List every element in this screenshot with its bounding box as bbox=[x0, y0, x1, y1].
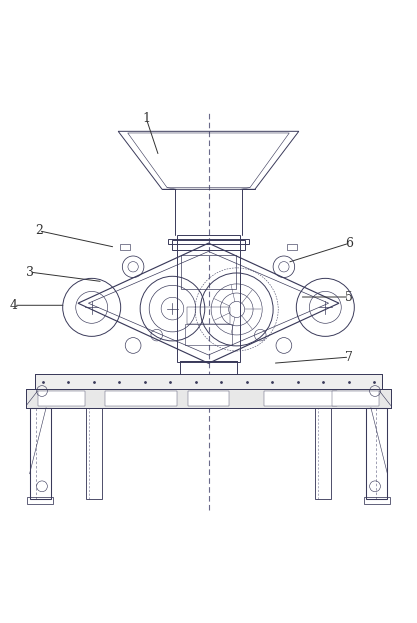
Bar bbox=[35, 374, 382, 389]
Bar bbox=[185, 324, 232, 346]
Bar bbox=[28, 497, 53, 504]
Bar bbox=[364, 497, 389, 504]
Bar bbox=[366, 407, 387, 499]
Text: 7: 7 bbox=[345, 351, 353, 364]
Text: 4: 4 bbox=[10, 299, 18, 312]
Bar bbox=[187, 307, 230, 324]
Bar bbox=[287, 244, 297, 250]
Text: 1: 1 bbox=[142, 112, 151, 125]
Bar bbox=[105, 391, 177, 406]
Bar bbox=[315, 407, 331, 499]
Bar bbox=[172, 240, 245, 250]
Bar bbox=[332, 391, 379, 406]
Bar bbox=[120, 244, 130, 250]
Text: 3: 3 bbox=[26, 265, 34, 278]
Bar bbox=[30, 407, 51, 499]
Bar bbox=[264, 391, 337, 406]
Bar bbox=[181, 255, 236, 288]
Text: 2: 2 bbox=[35, 224, 43, 237]
Bar bbox=[26, 389, 391, 407]
Text: 6: 6 bbox=[345, 237, 353, 250]
Bar bbox=[38, 391, 85, 406]
Bar bbox=[26, 389, 391, 407]
Bar bbox=[86, 407, 102, 499]
Bar bbox=[180, 361, 237, 374]
Text: 5: 5 bbox=[345, 290, 353, 303]
Bar bbox=[168, 239, 249, 244]
Bar bbox=[35, 374, 382, 389]
Bar bbox=[177, 235, 240, 362]
Bar bbox=[188, 391, 229, 406]
